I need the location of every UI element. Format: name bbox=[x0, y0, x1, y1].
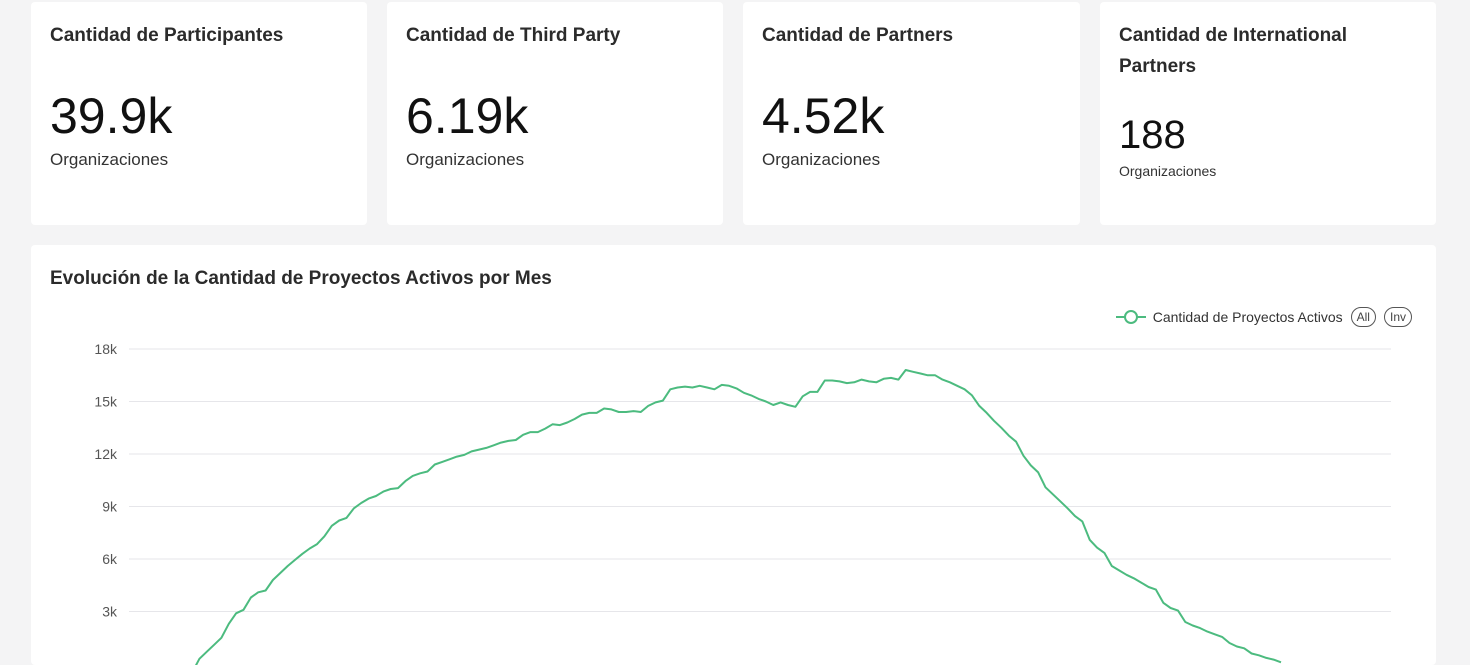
kpi-title: Cantidad de Partners bbox=[762, 25, 954, 46]
kpi-value: 39.9k bbox=[50, 88, 173, 144]
line-chart: 3k 6k 9k 12k 15k 18k bbox=[94, 341, 1391, 665]
kpi-unit: Organizaciones bbox=[1119, 163, 1217, 179]
y-axis: 3k 6k 9k 12k 15k 18k bbox=[94, 341, 118, 620]
legend-inv-button[interactable]: Inv bbox=[1383, 307, 1412, 327]
kpi-value: 6.19k bbox=[406, 88, 529, 144]
y-tick-label: 18k bbox=[94, 341, 118, 357]
y-tick-label: 9k bbox=[102, 499, 118, 515]
kpi-value: 4.52k bbox=[762, 88, 885, 144]
legend-line-marker-icon bbox=[1115, 310, 1146, 324]
kpi-card-international-partners: Cantidad de International Partners 188 O… bbox=[1100, 2, 1436, 225]
y-tick-label: 3k bbox=[102, 604, 118, 620]
kpi-unit: Organizaciones bbox=[50, 150, 169, 169]
chart-legend: Cantidad de Proyectos Activos All Inv bbox=[1115, 305, 1412, 329]
kpi-title: Cantidad de Participantes bbox=[50, 25, 284, 46]
kpi-title: Cantidad de Third Party bbox=[406, 25, 621, 46]
chart-title: Evolución de la Cantidad de Proyectos Ac… bbox=[50, 268, 552, 289]
y-tick-label: 12k bbox=[94, 446, 118, 462]
y-tick-label: 15k bbox=[94, 394, 118, 410]
kpi-card-partners: Cantidad de Partners 4.52k Organizacione… bbox=[743, 2, 1080, 225]
kpi-card-third-party: Cantidad de Third Party 6.19k Organizaci… bbox=[387, 2, 723, 225]
legend-all-button[interactable]: All bbox=[1350, 307, 1376, 327]
kpi-unit: Organizaciones bbox=[406, 150, 525, 169]
series-layer bbox=[192, 369, 1282, 665]
kpi-card-participantes: Cantidad de Participantes 39.9k Organiza… bbox=[31, 2, 367, 225]
y-tick-label: 6k bbox=[102, 551, 118, 567]
series-line-proyectos-activos[interactable] bbox=[192, 369, 1282, 665]
kpi-value: 188 bbox=[1119, 113, 1186, 157]
kpi-unit: Organizaciones bbox=[762, 150, 881, 169]
legend-series-label[interactable]: Cantidad de Proyectos Activos bbox=[1152, 309, 1343, 325]
kpi-title: Cantidad de International Partners bbox=[1119, 25, 1348, 77]
chart-panel: Evolución de la Cantidad de Proyectos Ac… bbox=[31, 245, 1436, 665]
chart-grid bbox=[129, 348, 1391, 612]
